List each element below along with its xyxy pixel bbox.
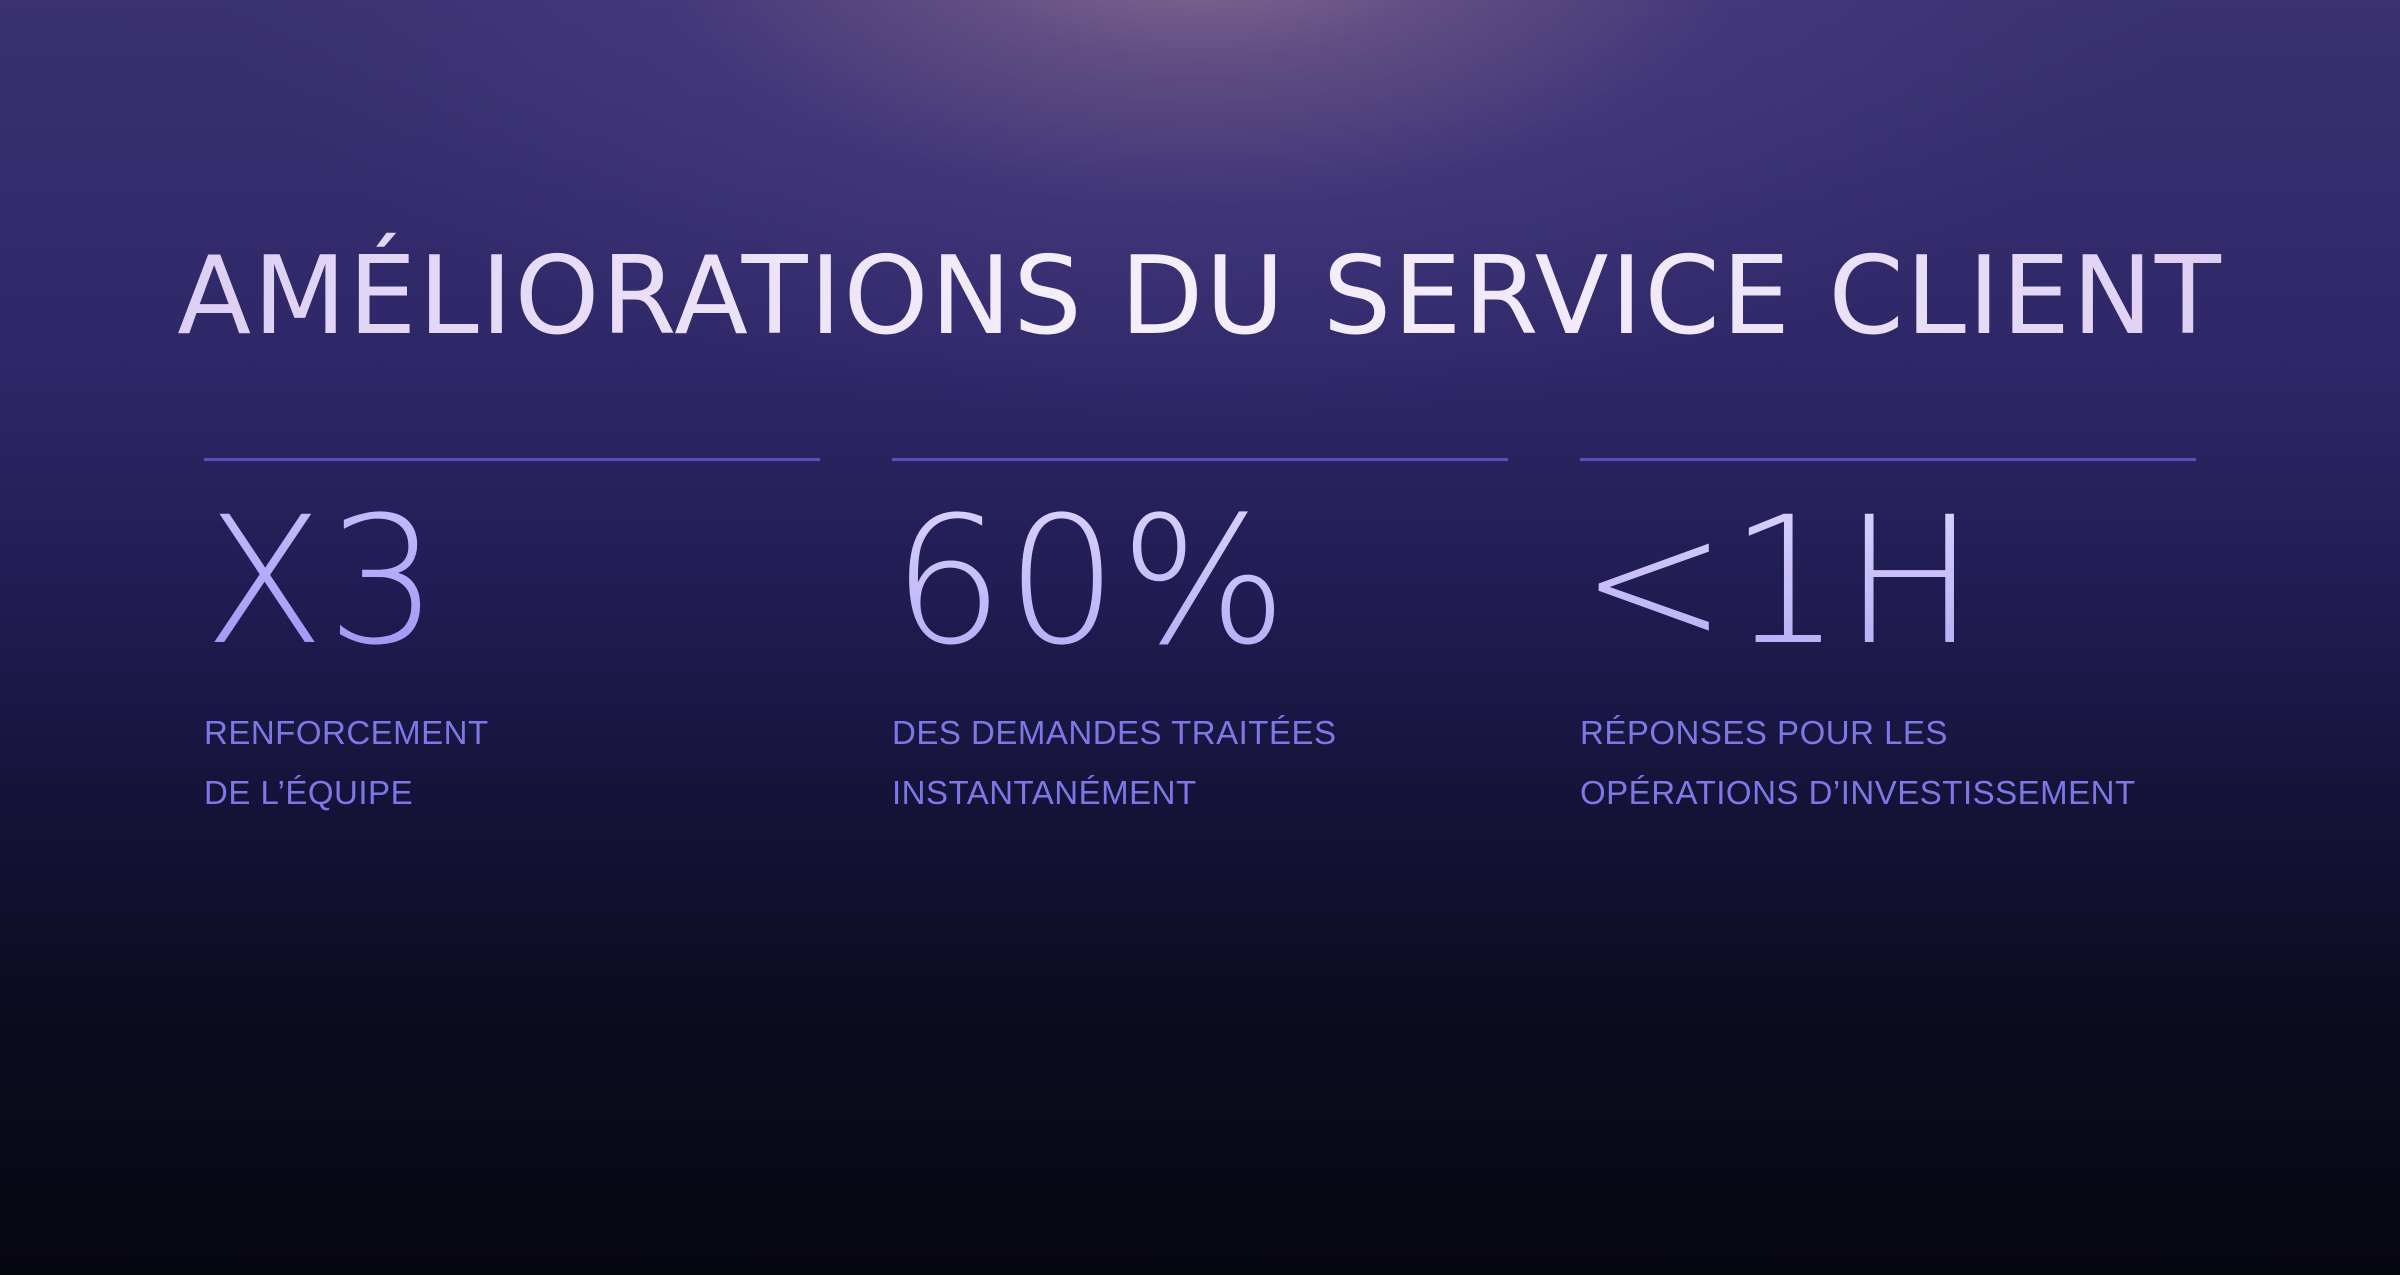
stat-label: RENFORCEMENT DE L’ÉQUIPE (204, 703, 820, 823)
stat-label: RÉPONSES POUR LES OPÉRATIONS D’INVESTISS… (1580, 703, 2196, 823)
stat-label-line: DES DEMANDES TRAITÉES (892, 714, 1337, 751)
stat-card-instant-requests: 60% DES DEMANDES TRAITÉES INSTANTANÉMENT (892, 458, 1508, 823)
stat-value: <1H (1580, 487, 2196, 677)
stat-label: DES DEMANDES TRAITÉES INSTANTANÉMENT (892, 703, 1508, 823)
slide-title: AMÉLIORATIONS DU SERVICE CLIENT (0, 232, 2400, 362)
stat-value: 60% (892, 487, 1508, 677)
stat-card-team-reinforcement: X3 RENFORCEMENT DE L’ÉQUIPE (204, 458, 820, 823)
stat-label-line: INSTANTANÉMENT (892, 774, 1197, 811)
stat-label-line: RENFORCEMENT (204, 714, 489, 751)
divider-line (204, 458, 820, 461)
divider-line (892, 458, 1508, 461)
stats-row: X3 RENFORCEMENT DE L’ÉQUIPE 60% DES DEMA… (204, 458, 2204, 878)
stat-card-investment-responses: <1H RÉPONSES POUR LES OPÉRATIONS D’INVES… (1580, 458, 2196, 823)
stat-value: X3 (204, 487, 820, 677)
stat-label-line: DE L’ÉQUIPE (204, 774, 414, 811)
divider-line (1580, 458, 2196, 461)
stat-label-line: RÉPONSES POUR LES (1580, 714, 1948, 751)
stat-label-line: OPÉRATIONS D’INVESTISSEMENT (1580, 774, 2136, 811)
